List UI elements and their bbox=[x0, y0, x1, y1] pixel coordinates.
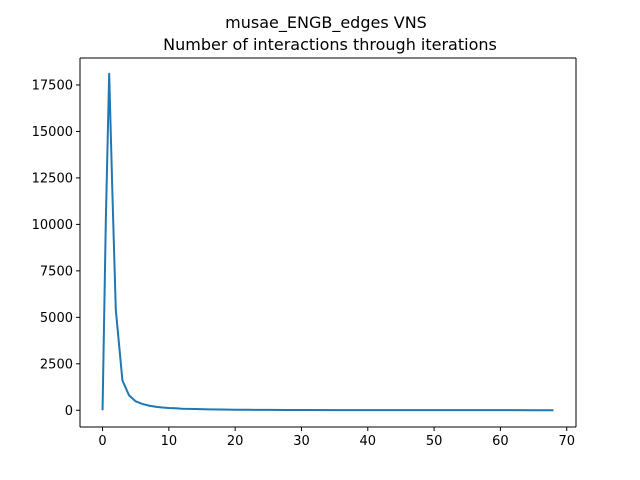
x-tick-label: 30 bbox=[293, 434, 310, 449]
chart-subtitle: Number of interactions through iteration… bbox=[163, 35, 497, 54]
y-tick-label: 15000 bbox=[32, 125, 73, 140]
chart-title: musae_ENGB_edges VNS bbox=[225, 13, 427, 33]
x-tick-label: 0 bbox=[98, 434, 106, 449]
y-tick-label: 5000 bbox=[40, 311, 73, 326]
y-tick-label: 10000 bbox=[32, 218, 73, 233]
y-tick-label: 2500 bbox=[40, 357, 73, 372]
plot-area: 0 10 20 30 40 50 60 70 0 2500 5000 7500 10000 12500 15… bbox=[32, 57, 577, 449]
x-tick-label: 70 bbox=[558, 434, 575, 449]
y-tick-label: 17500 bbox=[32, 78, 73, 93]
y-tick-label: 12500 bbox=[32, 171, 73, 186]
x-tick-label: 40 bbox=[360, 434, 377, 449]
x-tick-label: 60 bbox=[492, 434, 509, 449]
y-tick-label: 0 bbox=[65, 404, 73, 419]
y-tick-label: 7500 bbox=[40, 264, 73, 279]
series-line-0 bbox=[101, 72, 554, 412]
x-tick-label: 20 bbox=[227, 434, 244, 449]
x-tick-label: 50 bbox=[426, 434, 443, 449]
x-tick-label: 10 bbox=[161, 434, 178, 449]
